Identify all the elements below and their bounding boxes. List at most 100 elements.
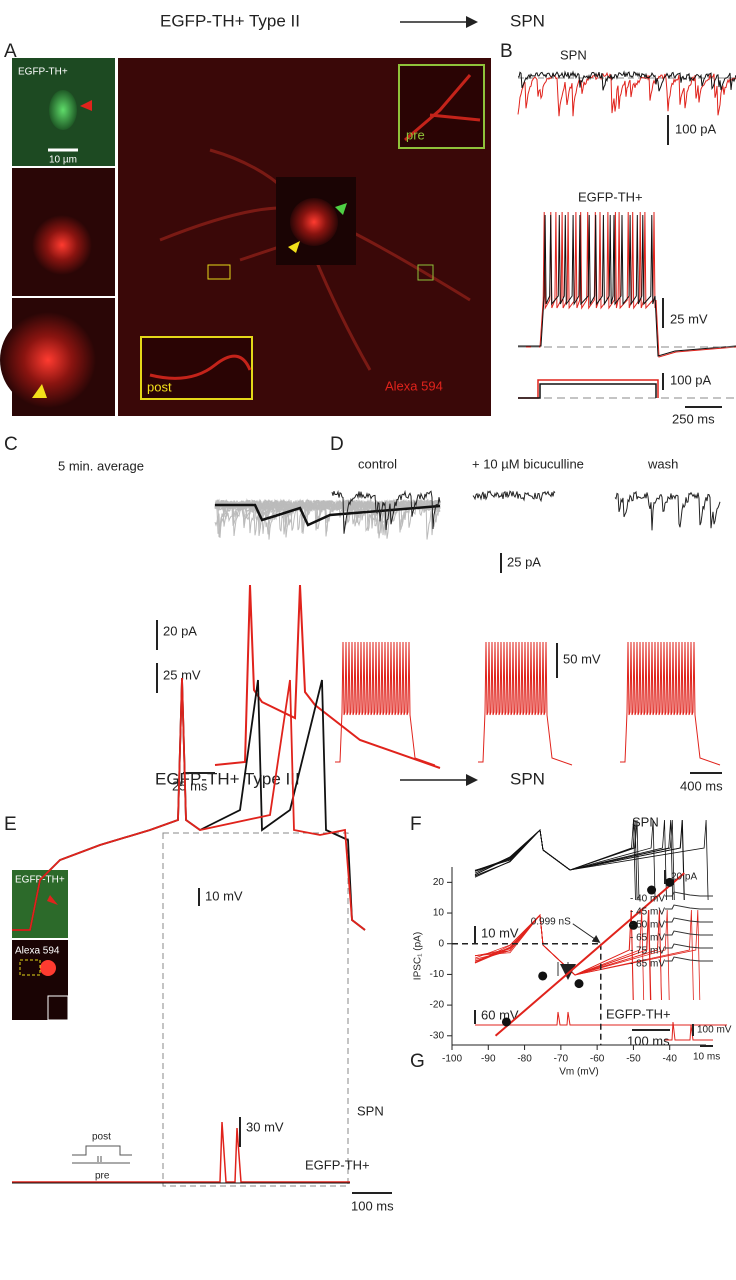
trace-label: SPN bbox=[560, 47, 587, 62]
inset-level: - 40 mV bbox=[630, 894, 665, 905]
inset-label: post bbox=[147, 379, 172, 394]
x-tick-label: -50 bbox=[626, 1054, 641, 1065]
trace-title: 5 min. average bbox=[58, 458, 144, 473]
panel-label: A bbox=[4, 41, 17, 62]
annotation-arrow bbox=[572, 923, 601, 943]
x-tick-label: -70 bbox=[554, 1054, 569, 1065]
scale-label: 100 ms bbox=[351, 1198, 394, 1213]
cell bbox=[0, 312, 96, 408]
condition: control bbox=[358, 456, 397, 471]
scale-label: 25 pA bbox=[507, 554, 541, 569]
command bbox=[518, 379, 659, 399]
trace bbox=[214, 498, 441, 538]
inset-level: - 85 mV bbox=[630, 959, 665, 970]
trace bbox=[475, 1011, 727, 1026]
trace bbox=[335, 641, 436, 766]
cell bbox=[290, 198, 338, 246]
arrowhead bbox=[32, 384, 47, 398]
scale-label: 10 mV bbox=[205, 888, 243, 903]
trace bbox=[518, 214, 736, 357]
roi bbox=[207, 264, 231, 280]
scale-label: 20 pA bbox=[671, 872, 697, 883]
trace bbox=[620, 641, 721, 766]
roi bbox=[19, 959, 41, 976]
panel-label: G bbox=[410, 1051, 425, 1072]
trace bbox=[12, 677, 366, 931]
scale-label: 250 ms bbox=[672, 411, 715, 426]
inset-trace bbox=[665, 891, 713, 897]
roi bbox=[417, 264, 434, 281]
trace bbox=[474, 819, 656, 901]
trace-label: EGFP-TH+ bbox=[606, 1006, 671, 1021]
trace bbox=[614, 490, 721, 531]
trace bbox=[474, 909, 652, 1001]
trace-label: EGFP-TH+ bbox=[578, 189, 643, 204]
inset-level: - 50 mV bbox=[630, 920, 665, 931]
protocol-label: pre bbox=[95, 1171, 110, 1182]
arrowhead bbox=[288, 241, 300, 253]
protocol-label: post bbox=[92, 1132, 111, 1143]
inset-trace bbox=[665, 930, 713, 936]
inset-trace bbox=[665, 917, 713, 923]
trace bbox=[517, 70, 736, 92]
panel-label: C bbox=[4, 434, 18, 455]
trace bbox=[331, 489, 441, 534]
inset-trace bbox=[665, 956, 713, 962]
y-tick-label: 0 bbox=[438, 938, 444, 949]
scale-label: 50 mV bbox=[563, 651, 601, 666]
trace-label: SPN bbox=[357, 1103, 384, 1118]
inset bbox=[47, 995, 69, 1021]
scale-label: 100 pA bbox=[670, 372, 712, 387]
panel-label: E bbox=[4, 814, 17, 835]
data-point bbox=[574, 979, 584, 989]
trace bbox=[474, 819, 709, 901]
trace bbox=[12, 1121, 350, 1183]
trace bbox=[215, 503, 441, 527]
inset-level: - 65 mV bbox=[630, 933, 665, 944]
panel-label: B bbox=[500, 41, 513, 62]
y-tick-label: -20 bbox=[430, 1000, 445, 1011]
scale-label: 25 mV bbox=[163, 667, 201, 682]
header-target: SPN bbox=[510, 769, 545, 788]
inset-label: pre bbox=[406, 127, 425, 142]
scale-label: 20 pA bbox=[163, 623, 197, 638]
condition: wash bbox=[647, 456, 678, 471]
inset-trace bbox=[665, 1021, 713, 1041]
x-tick-label: -90 bbox=[481, 1054, 496, 1065]
image-label: Alexa 594 bbox=[15, 946, 60, 957]
scale-label: 10 mV bbox=[481, 925, 519, 940]
arrowhead bbox=[47, 895, 58, 905]
y-axis-label: IPSC₁ (pA) bbox=[413, 932, 424, 980]
scale-label: 25 ms bbox=[172, 778, 208, 793]
data-point bbox=[538, 971, 548, 981]
y-tick-label: 20 bbox=[433, 877, 445, 888]
scale-label: 100 pA bbox=[675, 121, 717, 136]
header-target: SPN bbox=[510, 11, 545, 30]
header-source: EGFP-TH+ Type III bbox=[155, 769, 300, 788]
trace bbox=[472, 490, 556, 503]
dye-label: Alexa 594 bbox=[385, 378, 443, 393]
scale-label: 10 ms bbox=[693, 1052, 720, 1063]
y-tick-label: -30 bbox=[430, 1030, 445, 1041]
inset-trace bbox=[665, 904, 713, 910]
x-tick-label: -60 bbox=[590, 1054, 605, 1065]
protocol bbox=[97, 1156, 102, 1162]
scale-label: 100 mV bbox=[697, 1025, 732, 1036]
trace bbox=[214, 584, 441, 769]
header-source: EGFP-TH+ Type II bbox=[160, 11, 300, 30]
cell bbox=[40, 960, 56, 976]
command bbox=[518, 383, 657, 399]
annotation: 0.999 nS bbox=[531, 916, 571, 927]
x-tick-label: -40 bbox=[662, 1054, 677, 1065]
scale-label: 400 ms bbox=[680, 778, 723, 793]
x-tick-label: -100 bbox=[442, 1054, 462, 1065]
data-point bbox=[501, 1017, 511, 1027]
trace-label: SPN bbox=[632, 814, 659, 829]
y-tick-label: -10 bbox=[430, 969, 445, 980]
y-tick-label: 10 bbox=[433, 908, 445, 919]
data-point bbox=[647, 885, 657, 895]
trace bbox=[517, 71, 736, 117]
arrowhead bbox=[335, 203, 347, 215]
inset-trace bbox=[665, 943, 713, 949]
cell bbox=[49, 90, 77, 130]
